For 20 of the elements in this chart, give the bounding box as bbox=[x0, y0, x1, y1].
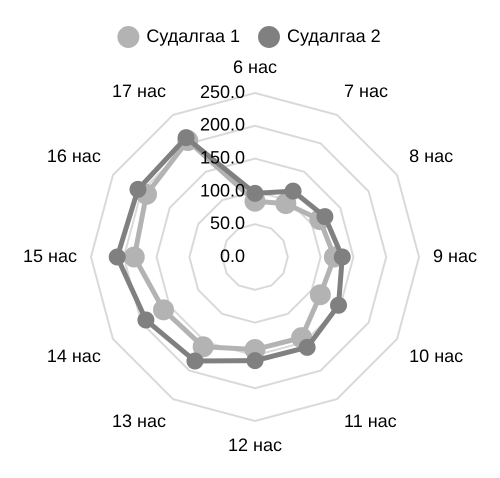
spoke-label: 12 нас bbox=[228, 434, 282, 455]
y-tick-label: 50.0 bbox=[210, 213, 245, 234]
spoke-label: 17 нас bbox=[112, 80, 166, 101]
spoke-label: 11 нас bbox=[344, 410, 397, 431]
spoke-label: 16 нас bbox=[46, 146, 101, 166]
spoke-label: 15 нас bbox=[22, 246, 77, 266]
y-tick-label: 250.0 bbox=[200, 82, 245, 102]
spoke-label: 7 нас bbox=[344, 80, 388, 101]
legend-label: Судалгаа 2 bbox=[287, 26, 381, 46]
y-tick-label: 0.0 bbox=[220, 246, 245, 266]
spoke-label: 10 нас bbox=[409, 346, 464, 366]
legend-label: Судалгаа 1 bbox=[146, 26, 240, 46]
spoke-label: 14 нас bbox=[46, 346, 101, 366]
spoke-label: 8 нас bbox=[409, 146, 454, 166]
spoke-label: 6 нас bbox=[233, 57, 277, 78]
spoke-label: 13 нас bbox=[112, 410, 166, 431]
y-tick-label: 150.0 bbox=[200, 148, 245, 168]
y-tick-label: 100.0 bbox=[200, 180, 245, 200]
spoke-label: 9 нас bbox=[433, 246, 477, 266]
y-tick-label: 200.0 bbox=[200, 114, 245, 135]
